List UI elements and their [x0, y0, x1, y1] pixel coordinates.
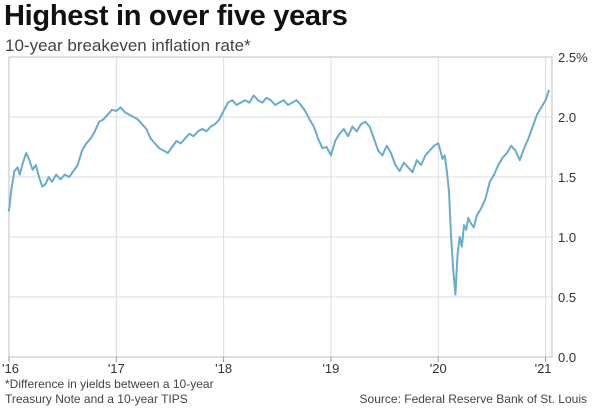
x-axis-ticks: '16 '17 '18 '19 '20 '21: [2, 357, 552, 376]
y-tick-label: 1.0: [558, 230, 576, 245]
x-tick-label: '20: [430, 361, 447, 376]
x-tick-label: '16: [2, 361, 19, 376]
series-line: [8, 89, 550, 296]
x-tick-label: '17: [108, 361, 125, 376]
footnote-line-1: *Difference in yields between a 10-year: [5, 377, 214, 391]
chart-title: Highest in over five years: [4, 0, 348, 32]
x-tick-label: '21: [535, 361, 552, 376]
y-axis-ticks: 0.0 0.5 1.0 1.5 2.0 2.5%: [558, 50, 588, 365]
y-tick-label: 2.5%: [558, 50, 588, 65]
y-tick-label: 1.5: [558, 170, 576, 185]
source-note: Source: Federal Reserve Bank of St. Loui…: [359, 392, 587, 406]
chart-subtitle: 10-year breakeven inflation rate*: [5, 36, 251, 55]
y-tick-label: 2.0: [558, 110, 576, 125]
x-tick-label: '19: [322, 361, 339, 376]
y-tick-label: 0.0: [558, 350, 576, 365]
footnote: *Difference in yields between a 10-year …: [5, 377, 265, 407]
x-tick-label: '18: [215, 361, 232, 376]
y-tick-label: 0.5: [558, 290, 576, 305]
footnote-line-2: Treasury Note and a 10-year TIPS: [5, 392, 188, 406]
